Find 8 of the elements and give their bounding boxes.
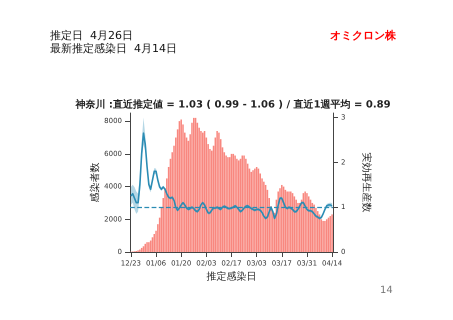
text: 最新推定感染日 4月14日 — [50, 42, 177, 55]
text: 14 — [380, 285, 393, 296]
text: 推定日 4月26日 — [50, 29, 133, 42]
y2-axis-title: 実効再生産数 — [360, 152, 372, 212]
chart-title: 神奈川 :直近推定値 = 1.03 ( 0.99 - 1.06 ) / 直近1週平均 = 0.89 — [74, 98, 391, 110]
text: オミクロン株 — [330, 29, 396, 42]
y-axis-title: 感染者数 — [88, 162, 101, 202]
x-axis-title: 推定感染日 — [206, 270, 256, 282]
